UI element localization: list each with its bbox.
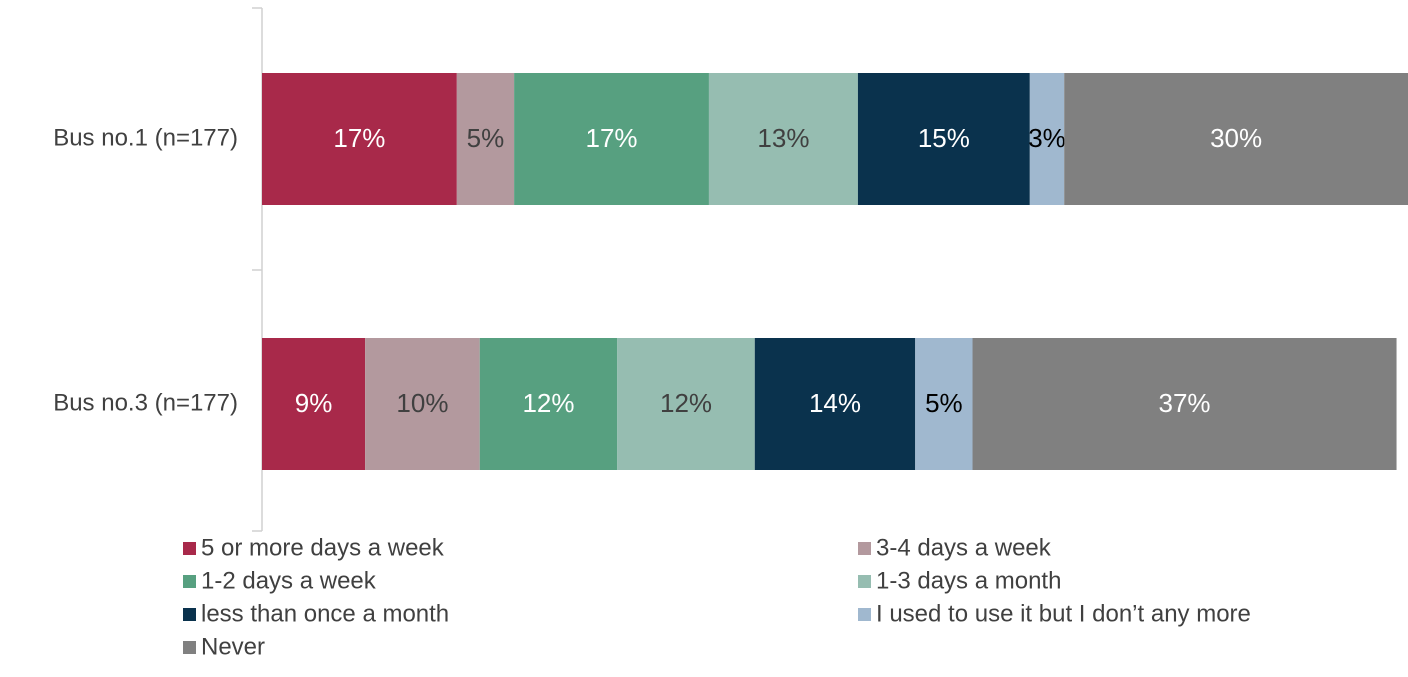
bar-segment: [754, 338, 916, 470]
bar-segment: [1029, 73, 1065, 205]
data-label: 3%: [1028, 123, 1066, 153]
legend-label: Never: [201, 633, 265, 660]
bar-segment: [456, 73, 515, 205]
legend-label: less than once a month: [201, 600, 449, 627]
data-label: 30%: [1210, 123, 1262, 153]
legend-swatch: [858, 608, 871, 621]
bar-segment: [262, 338, 366, 470]
data-label: 12%: [660, 388, 712, 418]
legend-label: 3-4 days a week: [876, 534, 1052, 561]
data-label: 17%: [333, 123, 385, 153]
data-label: 13%: [757, 123, 809, 153]
data-label: 17%: [586, 123, 638, 153]
legend-swatch: [858, 575, 871, 588]
data-label: 12%: [522, 388, 574, 418]
bar-segment: [708, 73, 858, 205]
legend-swatch: [858, 542, 871, 555]
bar-segment: [514, 73, 709, 205]
data-label: 15%: [918, 123, 970, 153]
data-label: 5%: [467, 123, 505, 153]
legend-swatch: [183, 575, 196, 588]
data-label: 9%: [295, 388, 333, 418]
data-label: 10%: [396, 388, 448, 418]
legend-label: 5 or more days a week: [201, 534, 445, 561]
bar-segment: [617, 338, 755, 470]
category-label: Bus no.3 (n=177): [53, 389, 238, 416]
legend-label: I used to use it but I don’t any more: [876, 600, 1251, 627]
data-label: 5%: [925, 388, 963, 418]
bar-segment: [915, 338, 973, 470]
legend-swatch: [183, 608, 196, 621]
bar-segment: [365, 338, 480, 470]
legend-label: 1-3 days a month: [876, 567, 1061, 594]
bar-segment: [857, 73, 1030, 205]
bar-segment: [972, 338, 1397, 470]
bar-segment: [479, 338, 618, 470]
category-label: Bus no.1 (n=177): [53, 124, 238, 151]
legend-swatch: [183, 641, 196, 654]
bar-segment: [1064, 73, 1408, 205]
legend-label: 1-2 days a week: [201, 567, 377, 594]
bar-segment: [262, 73, 457, 205]
data-label: 37%: [1159, 388, 1211, 418]
data-label: 14%: [809, 388, 861, 418]
legend-swatch: [183, 542, 196, 555]
